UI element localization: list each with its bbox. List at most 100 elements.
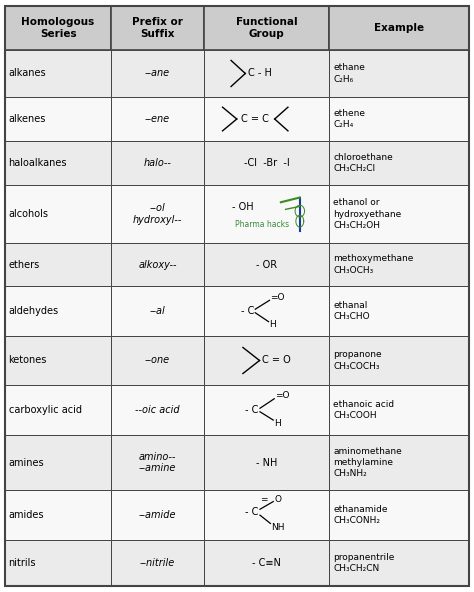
Bar <box>329 243 469 286</box>
Text: chloroethane
CH₃CH₂Cl: chloroethane CH₃CH₂Cl <box>333 153 393 173</box>
Text: C - H: C - H <box>247 69 272 79</box>
Text: C = C: C = C <box>241 114 269 124</box>
Bar <box>329 336 469 385</box>
Text: Example: Example <box>374 23 424 33</box>
Text: --amide: --amide <box>139 510 176 520</box>
Text: - OR: - OR <box>256 259 277 269</box>
Text: aminomethane
methylamine
CH₃NH₂: aminomethane methylamine CH₃NH₂ <box>333 447 402 478</box>
Text: --one: --one <box>145 356 170 365</box>
Bar <box>5 185 111 243</box>
Text: ethene
C₂H₄: ethene C₂H₄ <box>333 109 365 129</box>
Bar <box>5 286 111 336</box>
Bar <box>329 50 469 97</box>
Text: NH: NH <box>271 523 285 532</box>
Bar <box>111 540 204 586</box>
Text: amides: amides <box>9 510 44 520</box>
Bar <box>204 336 329 385</box>
Bar <box>329 435 469 490</box>
Text: aldehydes: aldehydes <box>9 306 59 316</box>
Text: --ene: --ene <box>145 114 170 124</box>
Bar <box>5 540 111 586</box>
Bar <box>204 286 329 336</box>
Bar <box>5 385 111 435</box>
Bar <box>111 6 204 50</box>
Bar <box>329 97 469 141</box>
Bar <box>204 50 329 97</box>
Text: amino--
--amine: amino-- --amine <box>139 452 176 474</box>
Text: --ane: --ane <box>145 69 170 79</box>
Text: --al: --al <box>150 306 165 316</box>
Bar <box>111 50 204 97</box>
Text: - C: - C <box>246 405 259 415</box>
Text: H: H <box>269 320 276 329</box>
Bar <box>329 141 469 185</box>
Text: Pharma hacks: Pharma hacks <box>235 220 289 229</box>
Text: -Cl  -Br  -I: -Cl -Br -I <box>244 158 290 168</box>
Bar <box>111 97 204 141</box>
Bar <box>5 97 111 141</box>
Bar <box>5 50 111 97</box>
Bar <box>204 490 329 540</box>
Text: ethanal
CH₃CHO: ethanal CH₃CHO <box>333 301 370 321</box>
Bar <box>5 243 111 286</box>
Bar <box>204 97 329 141</box>
Bar <box>5 141 111 185</box>
Text: alkanes: alkanes <box>9 69 46 79</box>
Text: Prefix or
Suffix: Prefix or Suffix <box>132 17 183 38</box>
Bar <box>329 286 469 336</box>
Bar <box>111 435 204 490</box>
Bar <box>111 141 204 185</box>
Text: --nitrile: --nitrile <box>140 558 175 568</box>
Text: - C≡N: - C≡N <box>252 558 281 568</box>
Bar <box>329 490 469 540</box>
Text: C = O: C = O <box>262 356 291 365</box>
Text: ketones: ketones <box>9 356 47 365</box>
Bar <box>329 6 469 50</box>
Bar <box>204 6 329 50</box>
Text: propanone
CH₃COCH₃: propanone CH₃COCH₃ <box>333 350 382 371</box>
Text: ethanamide
CH₃CONH₂: ethanamide CH₃CONH₂ <box>333 505 388 525</box>
Text: - C: - C <box>240 306 254 316</box>
Bar <box>111 185 204 243</box>
Bar <box>111 243 204 286</box>
Bar <box>204 141 329 185</box>
Text: halo--: halo-- <box>144 158 172 168</box>
Bar <box>5 490 111 540</box>
Bar <box>329 185 469 243</box>
Text: haloalkanes: haloalkanes <box>9 158 67 168</box>
Text: ethane
C₂H₆: ethane C₂H₆ <box>333 63 365 83</box>
Text: Functional
Group: Functional Group <box>236 17 298 38</box>
Text: - C: - C <box>246 507 259 517</box>
Bar <box>111 490 204 540</box>
Text: --oic acid: --oic acid <box>135 405 180 415</box>
Bar <box>5 435 111 490</box>
Bar <box>111 286 204 336</box>
Bar <box>111 385 204 435</box>
Text: alcohols: alcohols <box>9 209 48 219</box>
Bar <box>204 540 329 586</box>
Text: carboxylic acid: carboxylic acid <box>9 405 82 415</box>
Bar <box>329 385 469 435</box>
Text: ethers: ethers <box>9 259 40 269</box>
Bar <box>111 336 204 385</box>
Bar <box>204 243 329 286</box>
Text: =O: =O <box>270 294 285 303</box>
Text: ethanoic acid
CH₃COOH: ethanoic acid CH₃COOH <box>333 400 394 420</box>
Text: propanentrile
CH₃CH₂CN: propanentrile CH₃CH₂CN <box>333 553 394 573</box>
Text: nitrils: nitrils <box>9 558 36 568</box>
Text: =: = <box>260 496 267 504</box>
Text: ethanol or
hydroxyethane
CH₃CH₂OH: ethanol or hydroxyethane CH₃CH₂OH <box>333 198 401 230</box>
Bar <box>5 336 111 385</box>
Text: --ol
hydroxyl--: --ol hydroxyl-- <box>133 203 182 225</box>
Bar <box>204 435 329 490</box>
Text: H: H <box>274 419 281 427</box>
Text: Homologous
Series: Homologous Series <box>21 17 95 38</box>
Bar <box>5 6 111 50</box>
Text: - NH: - NH <box>256 458 277 468</box>
Text: alkenes: alkenes <box>9 114 46 124</box>
Text: amines: amines <box>9 458 44 468</box>
Bar <box>329 540 469 586</box>
Text: =O: =O <box>275 391 290 400</box>
Text: methoxymethane
CH₃OCH₃: methoxymethane CH₃OCH₃ <box>333 255 414 275</box>
Text: - OH: - OH <box>232 202 254 212</box>
